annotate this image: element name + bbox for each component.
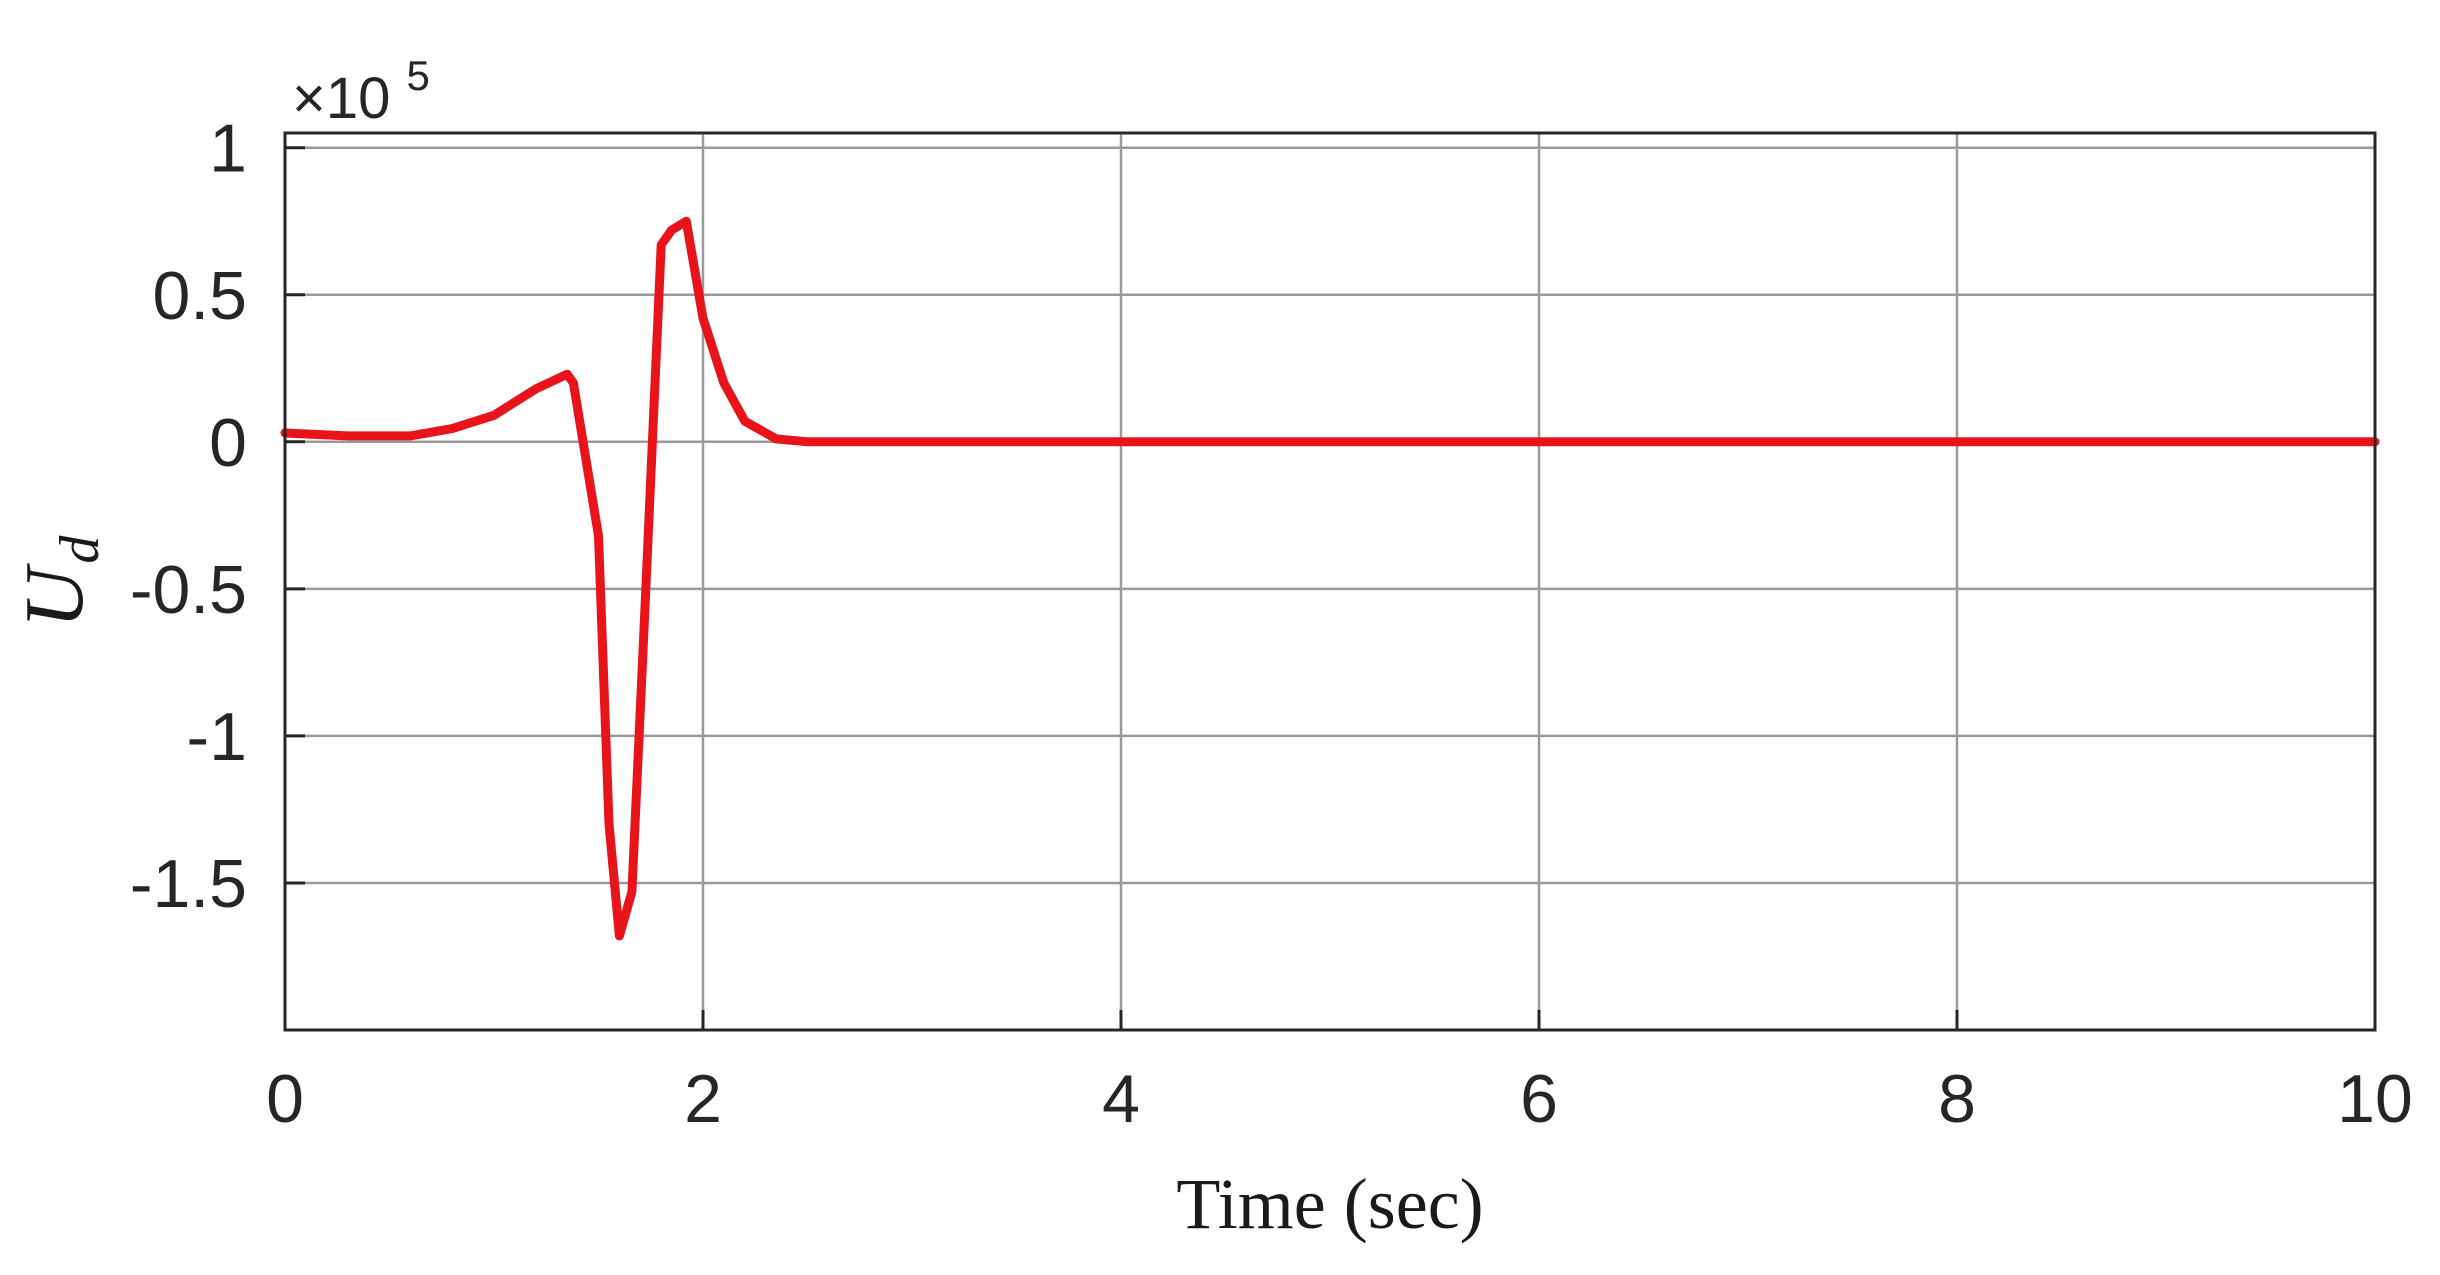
y-multiplier-base: ×10 <box>292 66 390 131</box>
y-tick-labels: 1 0.5 0 -0.5 -1 -1.5 <box>130 111 247 922</box>
x-tick-label: 0 <box>266 1061 304 1137</box>
x-tick-label: 2 <box>684 1061 722 1137</box>
y-multiplier: ×10 5 <box>292 52 430 131</box>
plot-frame <box>283 131 2377 1032</box>
y-tick-label: 0.5 <box>152 258 247 334</box>
x-axis-title: Time (sec) <box>1176 1164 1483 1244</box>
y-multiplier-exponent: 5 <box>407 52 430 99</box>
x-tick-label: 6 <box>1520 1061 1558 1137</box>
y-axis-title: U d <box>8 535 111 629</box>
series-layer <box>280 216 2380 941</box>
y-tick-label: -0.5 <box>130 552 247 628</box>
x-tick-label: 8 <box>1938 1061 1976 1137</box>
series-line <box>280 216 2380 941</box>
y-tick-label: 1 <box>209 111 247 187</box>
y-axis-title-sub: d <box>49 535 111 564</box>
x-tick-label: 4 <box>1102 1061 1140 1137</box>
y-tick-label: -1 <box>187 699 247 775</box>
svg-text:U d: U d <box>8 535 111 629</box>
y-axis-title-main: U <box>8 562 101 628</box>
x-tick-label: 10 <box>2337 1061 2413 1137</box>
y-tick-label: -1.5 <box>130 846 247 922</box>
x-tick-labels: 0 2 4 6 8 10 <box>266 1061 2413 1137</box>
y-tick-label: 0 <box>209 405 247 481</box>
